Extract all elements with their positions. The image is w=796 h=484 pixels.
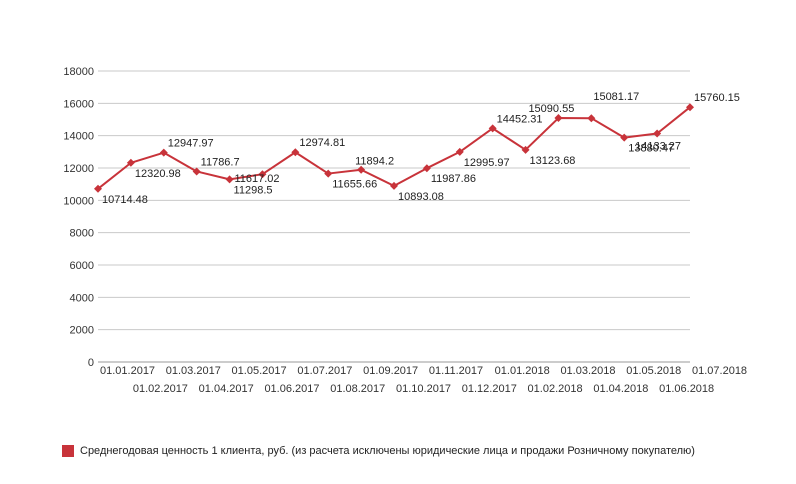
x-tick-label: 01.07.2018	[692, 365, 747, 377]
x-tick-label: 01.03.2018	[560, 365, 615, 377]
data-point	[258, 170, 267, 179]
x-tick-label: 01.05.2017	[232, 365, 287, 377]
data-label: 12320.98	[135, 168, 181, 180]
data-label: 14133.27	[635, 141, 681, 153]
data-label: 15760.15	[694, 92, 740, 104]
data-point	[587, 114, 596, 123]
y-tick-label: 0	[88, 357, 94, 369]
x-tick-label: 01.01.2018	[495, 365, 550, 377]
data-point	[126, 158, 135, 167]
y-tick-label: 10000	[63, 195, 94, 207]
y-tick-label: 6000	[70, 260, 94, 272]
legend-label: Среднегодовая ценность 1 клиента, руб. (…	[80, 445, 695, 457]
x-tick-label: 01.09.2017	[363, 365, 418, 377]
x-tick-label: 01.02.2018	[528, 383, 583, 395]
x-tick-label: 01.07.2017	[297, 365, 352, 377]
data-label: 11786.7	[201, 156, 240, 168]
x-tick-label: 01.12.2017	[462, 383, 517, 395]
data-label: 11617.02	[234, 173, 279, 185]
x-tick-label: 01.04.2017	[199, 383, 254, 395]
data-label: 11987.86	[431, 173, 476, 185]
y-tick-label: 4000	[70, 292, 94, 304]
x-tick-label: 01.11.2017	[429, 365, 483, 377]
data-label: 11298.5	[234, 184, 273, 196]
data-label: 12947.97	[168, 138, 214, 150]
data-point	[94, 184, 102, 193]
data-point	[357, 165, 366, 174]
legend-swatch	[62, 445, 74, 457]
data-point	[620, 133, 629, 142]
data-point	[686, 103, 694, 112]
data-label: 10893.08	[398, 191, 444, 203]
data-label: 13123.68	[530, 155, 576, 167]
data-label: 10714.48	[102, 194, 148, 206]
x-tick-label: 01.10.2017	[396, 383, 451, 395]
x-tick-label: 01.08.2017	[330, 383, 385, 395]
data-label: 14452.31	[497, 113, 543, 125]
data-label: 15090.55	[528, 103, 574, 115]
x-tick-label: 01.05.2018	[626, 365, 681, 377]
data-point	[521, 145, 530, 154]
data-point	[488, 124, 497, 133]
y-tick-label: 16000	[63, 98, 94, 110]
data-point	[225, 175, 234, 184]
x-tick-label: 01.04.2018	[593, 383, 648, 395]
data-label: 11655.66	[332, 179, 377, 191]
x-tick-label: 01.03.2017	[166, 365, 221, 377]
data-point	[653, 129, 662, 138]
y-tick-label: 2000	[70, 325, 94, 337]
data-label: 15081.17	[593, 91, 639, 103]
data-point	[390, 181, 398, 190]
y-tick-label: 8000	[70, 228, 94, 240]
y-tick-label: 12000	[63, 163, 94, 175]
data-label: 11894.2	[355, 156, 394, 168]
data-point	[192, 167, 201, 176]
x-tick-label: 01.02.2017	[133, 383, 188, 395]
data-label: 12995.97	[464, 157, 510, 169]
data-point	[422, 164, 431, 173]
data-point	[324, 169, 333, 178]
y-tick-label: 14000	[63, 131, 94, 143]
y-tick-label: 18000	[63, 66, 94, 78]
data-point	[554, 114, 563, 123]
data-point	[291, 148, 300, 157]
data-point	[455, 147, 464, 156]
x-tick-label: 01.06.2017	[264, 383, 319, 395]
data-point	[159, 148, 168, 157]
data-label: 13880.47	[628, 143, 674, 155]
legend: Среднегодовая ценность 1 клиента, руб. (…	[62, 445, 695, 457]
x-tick-label: 01.06.2018	[659, 383, 714, 395]
data-label: 12974.81	[299, 137, 345, 149]
x-tick-label: 01.01.2017	[100, 365, 155, 377]
